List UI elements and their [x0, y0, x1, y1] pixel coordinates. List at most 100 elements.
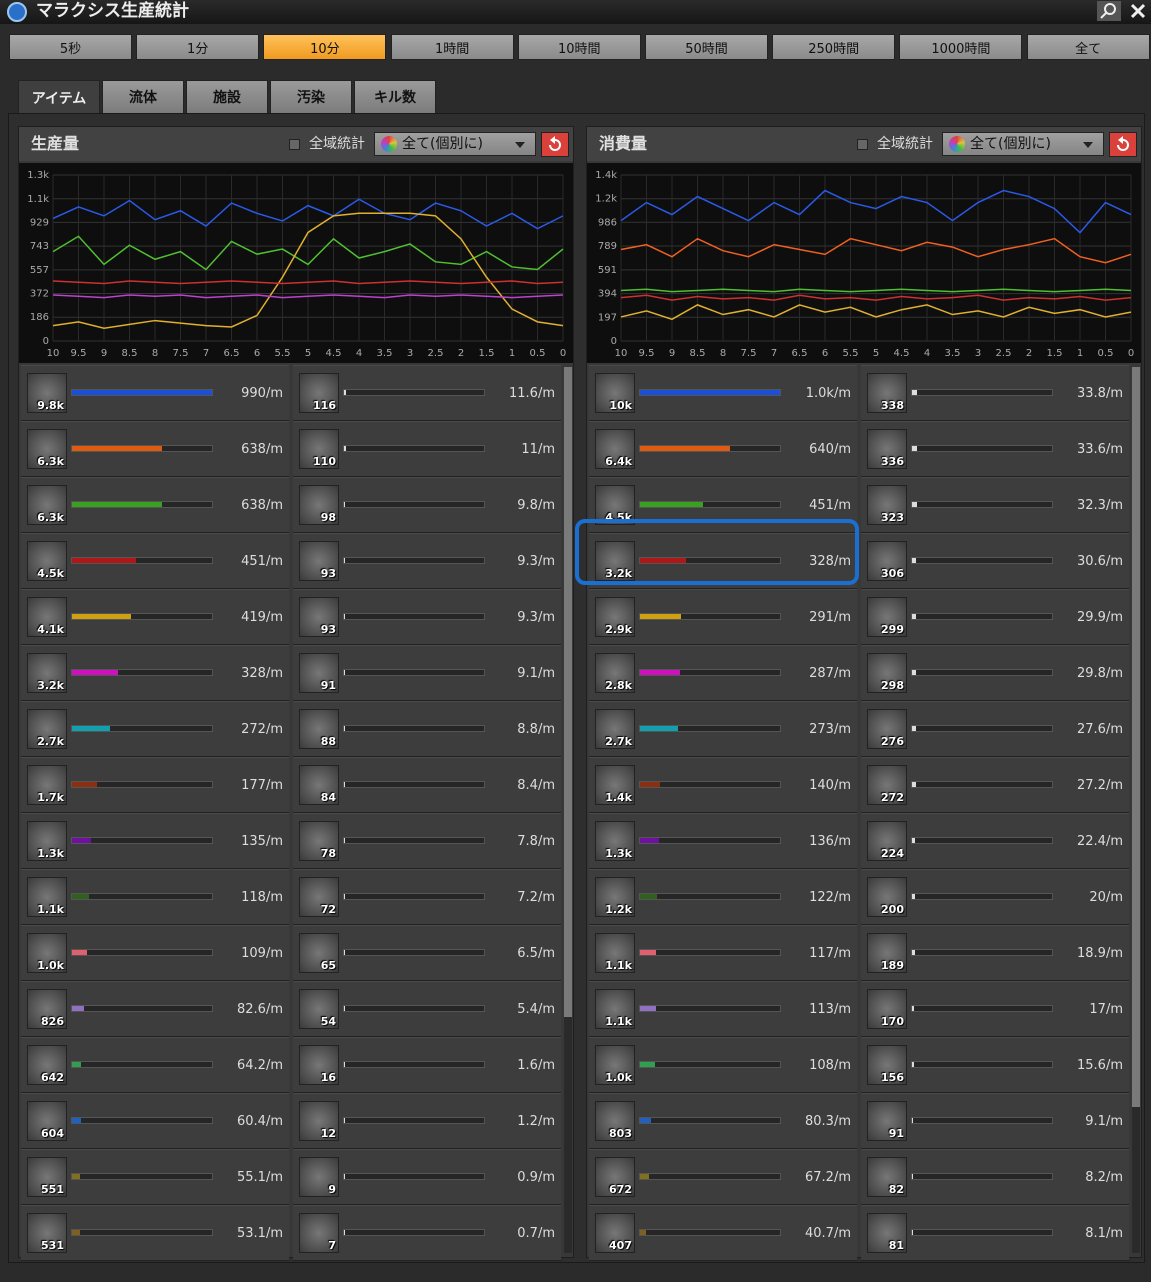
item-row: 93 9.3/m [293, 589, 561, 645]
item-row: 110 11/m [293, 421, 561, 477]
bar-track [911, 1117, 1053, 1124]
rate-label: 40.7/m [805, 1226, 851, 1241]
y-tick-label: 986 [598, 217, 617, 228]
time-range-button[interactable]: 10時間 [517, 34, 641, 60]
item-row: 3.2k 328/m [589, 533, 857, 589]
item-count: 170 [881, 1015, 904, 1028]
y-tick-label: 743 [30, 241, 49, 252]
item-row: 826 82.6/m [21, 981, 289, 1037]
y-tick-label: 1.1k [27, 194, 49, 205]
rate-bar [640, 558, 686, 563]
item-row: 1.7k 177/m [21, 757, 289, 813]
time-range-button[interactable]: 1分 [136, 34, 260, 60]
item-row: 65 6.5/m [293, 925, 561, 981]
item-icon: 9.8k [27, 373, 67, 413]
item-count: 3.2k [37, 679, 64, 692]
time-range-button[interactable]: 50時間 [645, 34, 768, 60]
rate-label: 6.5/m [517, 946, 555, 961]
y-tick-label: 557 [30, 265, 49, 276]
item-row: 642 64.2/m [21, 1037, 289, 1093]
rate-label: 29.8/m [1077, 666, 1123, 681]
item-row: 2.8k 287/m [589, 645, 857, 701]
x-tick-label: 10 [47, 348, 60, 359]
dropdown[interactable]: 全て(個別に) [374, 132, 536, 156]
time-range-button[interactable]: 1時間 [390, 34, 514, 60]
bar-track [639, 389, 781, 396]
item-icon: 642 [27, 1045, 67, 1085]
item-row: 7 0.7/m [293, 1205, 561, 1261]
rate-label: 122/m [809, 890, 851, 905]
item-count: 84 [320, 791, 336, 804]
item-row: 3.2k 328/m [21, 645, 289, 701]
global-stats-label: 全域統計 [309, 136, 365, 152]
item-row: 12 1.2/m [293, 1093, 561, 1149]
rate-bar [344, 726, 346, 731]
item-icon: 306 [867, 541, 907, 581]
time-range-button[interactable]: 250時間 [772, 34, 896, 60]
item-icon: 6.3k [27, 485, 67, 525]
tab[interactable]: 流体 [102, 80, 184, 114]
rate-bar [72, 614, 132, 619]
item-icon: 803 [595, 1101, 635, 1141]
y-tick-label: 929 [30, 217, 49, 228]
x-tick-label: 4.5 [326, 348, 342, 359]
item-row: 1.0k 108/m [589, 1037, 857, 1093]
item-count: 110 [313, 455, 336, 468]
item-row: 336 33.6/m [861, 421, 1129, 477]
time-range-button[interactable]: 10分 [263, 34, 387, 60]
bar-track [71, 557, 213, 564]
close-button[interactable] [1126, 0, 1150, 22]
item-count: 116 [313, 399, 336, 412]
rate-label: 67.2/m [805, 1170, 851, 1185]
item-count: 336 [881, 455, 904, 468]
item-count: 531 [41, 1239, 64, 1252]
item-count: 10k [609, 399, 632, 412]
time-range-button[interactable]: 5秒 [9, 34, 132, 60]
scrollbar-thumb[interactable] [1132, 367, 1140, 1107]
reset-button[interactable] [541, 132, 569, 157]
bar-track [343, 1005, 485, 1012]
rate-label: 33.6/m [1077, 442, 1123, 457]
search-button[interactable] [1096, 0, 1122, 22]
time-range-button[interactable]: 1000時間 [899, 34, 1023, 60]
bar-track [911, 1173, 1053, 1180]
x-tick-label: 9 [101, 348, 107, 359]
dropdown-arrow [515, 142, 525, 148]
rate-label: 29.9/m [1077, 610, 1123, 625]
rate-label: 5.4/m [517, 1002, 555, 1017]
y-tick-label: 0 [611, 336, 617, 347]
checkbox[interactable] [289, 139, 300, 150]
item-count: 1.1k [605, 959, 632, 972]
tab[interactable]: 汚染 [270, 80, 352, 114]
item-row: 1.0k 109/m [21, 925, 289, 981]
rate-bar [912, 894, 915, 899]
item-row: 272 27.2/m [861, 757, 1129, 813]
rate-label: 8.4/m [517, 778, 555, 793]
scrollbar-thumb[interactable] [564, 367, 572, 1017]
x-tick-label: 5.5 [275, 348, 291, 359]
bar-track [343, 1229, 485, 1236]
item-icon: 156 [867, 1045, 907, 1085]
reset-icon [549, 136, 561, 151]
tab[interactable]: アイテム [18, 80, 100, 114]
checkbox[interactable] [857, 139, 868, 150]
item-row: 98 9.8/m [293, 477, 561, 533]
bar-track [343, 837, 485, 844]
item-count: 803 [609, 1127, 632, 1140]
item-icon: 338 [867, 373, 907, 413]
dropdown[interactable]: 全て(個別に) [942, 132, 1104, 156]
tab[interactable]: キル数 [354, 80, 436, 114]
rate-bar [72, 1006, 84, 1011]
rate-label: 80.3/m [805, 1114, 851, 1129]
y-tick-label: 1.4k [595, 170, 617, 181]
bar-track [639, 725, 781, 732]
bar-track [343, 1117, 485, 1124]
x-tick-label: 9.5 [639, 348, 655, 359]
reset-button[interactable] [1109, 132, 1137, 157]
tab[interactable]: 施設 [186, 80, 268, 114]
rate-label: 7.8/m [517, 834, 555, 849]
item-count: 4.1k [37, 623, 64, 636]
time-range-button[interactable]: 全て [1026, 34, 1150, 60]
